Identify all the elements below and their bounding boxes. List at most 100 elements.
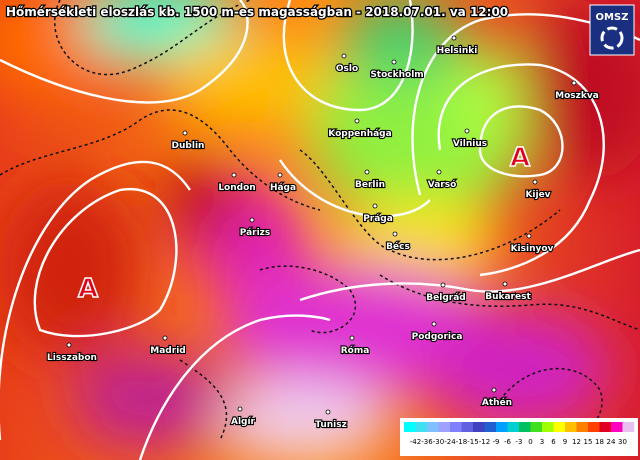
colorbar-cell (542, 422, 554, 432)
colorbar-cell (519, 422, 531, 432)
city-label: Kijev (525, 190, 550, 200)
city-dot (354, 118, 360, 124)
colorbar-tick: -15 (467, 438, 478, 446)
city-label: Koppenhága (328, 129, 391, 139)
colorbar-cell (530, 422, 543, 432)
city-dot (249, 217, 255, 223)
colorbar-cell (599, 422, 612, 432)
colorbar-cell (484, 422, 497, 432)
city-label: Tunisz (315, 420, 347, 430)
colorbar-tick: -6 (504, 438, 512, 446)
city-dot (66, 342, 72, 348)
colorbar-cell (473, 422, 485, 432)
city-dot (182, 130, 188, 136)
colorbar-tick: 18 (595, 438, 604, 446)
colorbar-cell (404, 422, 416, 432)
colorbar-tick: -42 (410, 438, 421, 446)
city-dot (392, 231, 398, 237)
city-dot (491, 387, 497, 393)
city-label: Belgrád (426, 293, 465, 303)
city-dot (532, 179, 538, 185)
city-label: Róma (341, 345, 370, 356)
city-label: Párizs (240, 228, 271, 238)
pressure-centers: A A (77, 142, 531, 305)
title: Hőmérsékleti eloszlás kb. 1500 m-es maga… (6, 5, 508, 19)
colorbar-cell (415, 422, 428, 432)
colorbar-tick: -12 (479, 438, 490, 446)
colorbar-cell (450, 422, 462, 432)
colorbar-tick: 9 (563, 438, 567, 446)
city-dot (391, 59, 397, 65)
city-label: Varsó (428, 179, 457, 190)
colorbar-tick: -36 (421, 438, 433, 446)
city-label: Madrid (150, 346, 185, 356)
colorbar-tick: 30 (618, 438, 627, 446)
city-dot (431, 321, 437, 327)
colorbar-cell (438, 422, 451, 432)
colorbar-cell (576, 422, 589, 432)
colorbar-cell (427, 422, 439, 432)
city-dot (571, 80, 577, 86)
city-dot (526, 233, 532, 239)
isotherms (0, 0, 640, 441)
city-label: Bécs (386, 241, 410, 252)
city-label: Helsinki (437, 46, 478, 56)
colorbar-tick: 15 (584, 438, 593, 446)
city-dot (364, 169, 370, 175)
city-dot (162, 335, 168, 341)
city-label: Moszkva (555, 91, 599, 101)
city-label: Oslo (336, 64, 358, 74)
city-dot (502, 281, 508, 287)
colorbar-tick: -30 (433, 438, 444, 446)
city-label: Hága (270, 183, 296, 193)
city-dot (349, 335, 355, 341)
city-dot (341, 53, 347, 59)
colorbar-tick: -3 (516, 438, 523, 446)
colorbar-tick: -9 (493, 438, 500, 446)
logo-icon (600, 26, 624, 50)
colorbar-cell (553, 422, 566, 432)
colorbar: -42 -36 -30 -24 -18 -15 -12 -9 -6 -3 0 3 6 9 12 15 18 24 3… (400, 418, 638, 456)
city-dot (372, 203, 378, 209)
colorbar-cell (611, 422, 623, 432)
city-label: Prága (363, 214, 393, 224)
city-dot (277, 172, 283, 178)
logo-text: OMSZ (596, 12, 629, 23)
city-label: Stockholm (370, 70, 423, 80)
colorbar-tick: 3 (540, 438, 544, 446)
logo: OMSZ (589, 4, 635, 56)
colorbar-cell (507, 422, 520, 432)
colorbar-tick: 24 (607, 438, 616, 446)
colorbar-cell (622, 422, 635, 432)
city-label: Podgorica (412, 332, 463, 342)
city-label: Lisszabon (47, 353, 97, 363)
city-label: Berlin (355, 180, 385, 190)
colorbar-tick: 12 (572, 438, 581, 446)
colorbar-tick: 6 (551, 438, 556, 446)
city-dot (440, 282, 446, 288)
city-label: Algír (231, 417, 256, 427)
city-dot (325, 409, 331, 415)
colorbar-cell (461, 422, 474, 432)
city-label: Bukarest (485, 292, 531, 302)
city-dot (451, 35, 457, 41)
colorbar-tick: -24 (444, 438, 456, 446)
city-dot (436, 169, 442, 175)
colorbar-tick: -18 (456, 438, 467, 446)
colorbar-cell (565, 422, 577, 432)
city-label: Kisinyov (511, 244, 554, 254)
high-pressure: A (78, 274, 98, 304)
city-label: London (218, 183, 255, 193)
high-pressure: A (510, 143, 530, 173)
city-dot (237, 406, 243, 412)
city-dot (464, 128, 470, 134)
city-dot (231, 172, 237, 178)
city-label: Athén (482, 397, 512, 408)
cities: Oslo Helsinki Stockholm Moszkva Dublin Koppen… (46, 35, 600, 431)
city-label: Vilnius (453, 139, 487, 149)
city-label: Dublin (172, 141, 205, 151)
colorbar-tick: 0 (528, 438, 532, 446)
